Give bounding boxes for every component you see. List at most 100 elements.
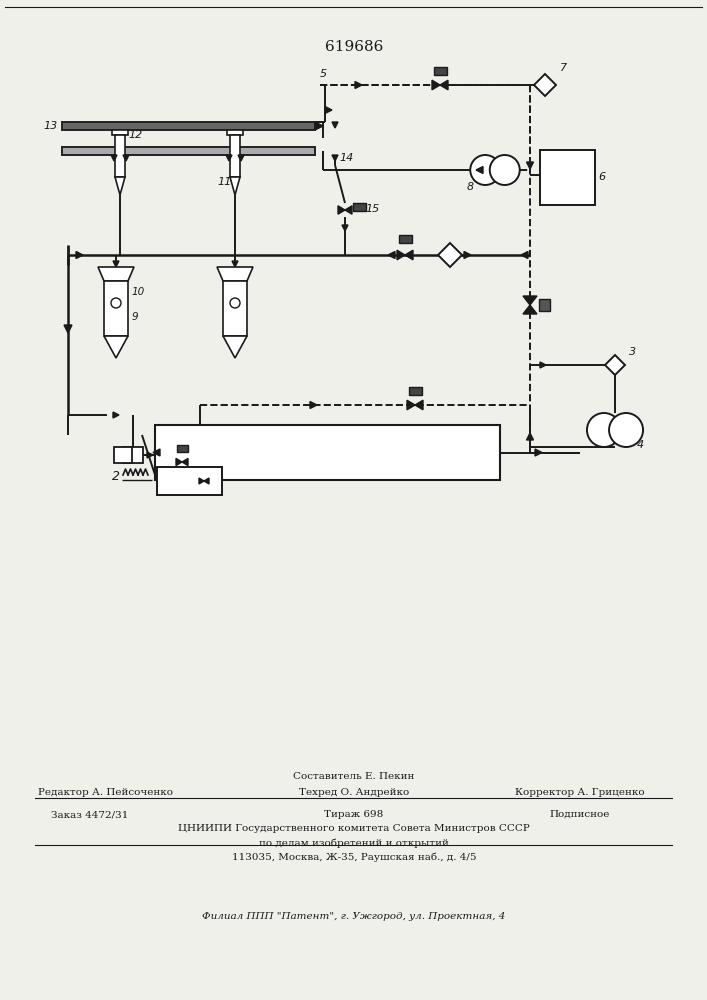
Bar xyxy=(112,130,128,135)
Circle shape xyxy=(111,298,121,308)
Text: 3: 3 xyxy=(629,347,636,357)
Text: Филиал ППП "Патент", г. Ужгород, ул. Проектная, 4: Филиал ППП "Патент", г. Ужгород, ул. Про… xyxy=(202,912,506,921)
Polygon shape xyxy=(113,261,119,267)
Polygon shape xyxy=(230,177,240,195)
Text: Подписное: Подписное xyxy=(550,810,610,819)
Polygon shape xyxy=(332,155,338,161)
Polygon shape xyxy=(397,250,405,260)
Text: 11: 11 xyxy=(217,177,231,187)
Polygon shape xyxy=(523,305,537,314)
Polygon shape xyxy=(345,206,352,214)
Polygon shape xyxy=(226,155,232,161)
Text: Редактор А. Пейсоченко: Редактор А. Пейсоченко xyxy=(37,788,173,797)
Polygon shape xyxy=(432,80,440,90)
Text: Тираж 698: Тираж 698 xyxy=(325,810,384,819)
Polygon shape xyxy=(534,74,556,96)
Text: 12: 12 xyxy=(128,130,142,140)
Polygon shape xyxy=(464,251,471,258)
Circle shape xyxy=(587,413,621,447)
Polygon shape xyxy=(540,362,546,368)
Bar xyxy=(399,235,411,243)
Text: 6: 6 xyxy=(598,172,605,182)
Text: 9: 9 xyxy=(132,312,139,322)
Polygon shape xyxy=(338,206,345,214)
Bar xyxy=(177,444,187,452)
Polygon shape xyxy=(204,478,209,484)
Polygon shape xyxy=(238,155,244,161)
Polygon shape xyxy=(521,251,528,258)
Polygon shape xyxy=(217,267,253,281)
Bar xyxy=(353,203,366,211)
Polygon shape xyxy=(176,458,182,466)
Bar xyxy=(409,387,421,395)
Polygon shape xyxy=(405,250,413,260)
Polygon shape xyxy=(76,251,83,258)
Bar xyxy=(223,281,247,336)
Polygon shape xyxy=(388,251,395,258)
Text: 113035, Москва, Ж-35, Раушская наб., д. 4/5: 113035, Москва, Ж-35, Раушская наб., д. … xyxy=(232,852,477,861)
Polygon shape xyxy=(523,296,537,305)
Polygon shape xyxy=(147,452,153,458)
Bar xyxy=(115,135,125,177)
Polygon shape xyxy=(440,80,448,90)
Bar xyxy=(62,122,315,130)
Text: 7: 7 xyxy=(560,63,567,73)
Bar xyxy=(104,281,128,336)
Polygon shape xyxy=(223,336,247,358)
Text: 10: 10 xyxy=(132,287,145,297)
Polygon shape xyxy=(476,166,483,174)
Polygon shape xyxy=(407,400,415,410)
Bar xyxy=(433,67,447,75)
Text: ЦНИИПИ Государственного комитета Совета Министров СССР: ЦНИИПИ Государственного комитета Совета … xyxy=(178,824,530,833)
Polygon shape xyxy=(332,122,338,128)
Polygon shape xyxy=(438,243,462,267)
Bar xyxy=(230,135,240,177)
Text: Составитель Е. Пекин: Составитель Е. Пекин xyxy=(293,772,415,781)
Polygon shape xyxy=(64,325,72,333)
Polygon shape xyxy=(104,336,128,358)
Polygon shape xyxy=(199,478,204,484)
Circle shape xyxy=(490,155,520,185)
Polygon shape xyxy=(98,267,134,281)
Polygon shape xyxy=(605,355,625,375)
Text: 1: 1 xyxy=(460,448,467,458)
Text: Заказ 4472/31: Заказ 4472/31 xyxy=(52,810,129,819)
Text: 8: 8 xyxy=(467,182,474,192)
Bar xyxy=(157,467,222,495)
Polygon shape xyxy=(111,155,117,161)
Text: 619686: 619686 xyxy=(325,40,383,54)
Text: по делам изобретений и открытий: по делам изобретений и открытий xyxy=(259,838,449,848)
Polygon shape xyxy=(153,449,160,456)
Polygon shape xyxy=(535,449,542,456)
Text: 5: 5 xyxy=(320,69,327,79)
Bar xyxy=(227,130,243,135)
Text: 13: 13 xyxy=(44,121,58,131)
Polygon shape xyxy=(355,82,362,89)
Bar xyxy=(155,425,500,480)
Bar xyxy=(539,299,549,311)
Polygon shape xyxy=(123,155,129,161)
Circle shape xyxy=(609,413,643,447)
Circle shape xyxy=(230,298,240,308)
Text: 15: 15 xyxy=(365,204,379,214)
Bar xyxy=(540,150,595,205)
Polygon shape xyxy=(113,412,119,418)
Polygon shape xyxy=(315,122,323,130)
Text: Техред О. Андрейко: Техред О. Андрейко xyxy=(299,788,409,797)
Bar xyxy=(123,447,143,463)
Polygon shape xyxy=(527,433,534,440)
Polygon shape xyxy=(115,177,125,195)
Polygon shape xyxy=(310,401,317,408)
Polygon shape xyxy=(182,458,188,466)
Text: 4: 4 xyxy=(637,440,644,450)
Bar xyxy=(62,147,315,155)
Polygon shape xyxy=(232,261,238,267)
Polygon shape xyxy=(342,225,348,231)
Polygon shape xyxy=(325,106,332,113)
Circle shape xyxy=(470,155,501,185)
Bar xyxy=(114,447,132,463)
Text: 14: 14 xyxy=(339,153,354,163)
Text: 2: 2 xyxy=(112,470,120,483)
Polygon shape xyxy=(527,162,534,169)
Text: Корректор А. Гриценко: Корректор А. Гриценко xyxy=(515,788,645,797)
